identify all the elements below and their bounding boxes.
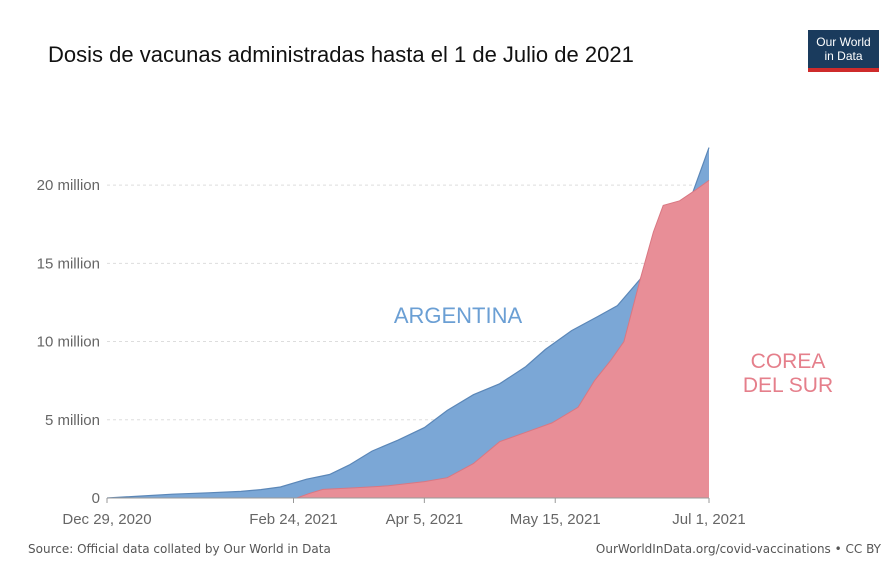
x-tick-label: Jul 1, 2021: [672, 511, 745, 528]
series-line-argentina: [106, 147, 710, 499]
logo-line-1: Our World: [816, 35, 871, 49]
logo-line-2: in Data: [824, 49, 863, 63]
series-area-argentina: [107, 147, 709, 498]
series-area-corea-del-sur: [107, 180, 709, 498]
axis-layer: 0 5 million 10 million 15 million 20 million…: [37, 177, 746, 528]
area-layer: [106, 147, 710, 499]
owid-logo[interactable]: Our World in Data: [808, 30, 879, 72]
y-tick-label: 15 million: [37, 255, 100, 272]
series-line-corea-del-sur: [107, 179, 710, 499]
license-link[interactable]: OurWorldInData.org/covid-vaccinations • …: [595, 542, 881, 556]
y-tick-label: 0: [92, 490, 100, 507]
chart-title: Dosis de vacunas administradas hasta el …: [48, 42, 634, 67]
grid-layer: [107, 184, 709, 421]
series-label-corea-del-sur: DEL SUR: [743, 374, 833, 397]
x-tick-label: Feb 24, 2021: [249, 511, 337, 528]
series-label-argentina: ARGENTINA: [394, 303, 523, 328]
source-note: Source: Official data collated by Our Wo…: [28, 542, 331, 556]
x-tick-label: Apr 5, 2021: [386, 511, 464, 528]
series-label-corea-del-sur: COREA: [751, 350, 826, 373]
x-tick-label: Dec 29, 2020: [62, 511, 151, 528]
y-tick-label: 10 million: [37, 334, 100, 351]
y-tick-label: 20 million: [37, 177, 100, 194]
x-tick-label: May 15, 2021: [510, 511, 601, 528]
y-tick-label: 5 million: [45, 412, 100, 429]
